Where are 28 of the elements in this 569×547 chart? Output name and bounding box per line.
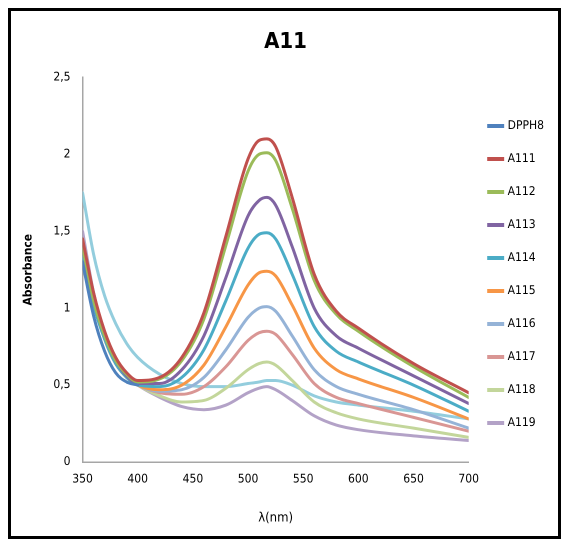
legend-label: DPPH8 xyxy=(508,118,544,132)
legend-label: A118 xyxy=(508,382,536,396)
y-axis-title: Absorbance xyxy=(20,234,34,306)
x-tick-label: 650 xyxy=(403,471,424,486)
legend-label: A113 xyxy=(508,217,536,232)
chart-title: A11 xyxy=(264,28,307,54)
y-tick-label: 2,5 xyxy=(53,70,71,84)
legend-label: A112 xyxy=(508,184,536,198)
legend-label: A115 xyxy=(508,283,536,298)
legend-label: A119 xyxy=(508,415,536,430)
x-tick-label: 700 xyxy=(458,471,480,486)
legend-label: A117 xyxy=(508,349,536,364)
chart-frame: λ(nm) Absorbance DPPH8 A111 A112 A113 A114 A115 A116 A117 A118 A119 A11 350 400 450 500 550 600 650 700 0 0,5 1 1,5 2 2,5 xyxy=(8,8,561,539)
legend-label: A114 xyxy=(508,250,536,264)
y-tick-label: 1,5 xyxy=(53,223,71,238)
x-tick-label: 400 xyxy=(127,471,148,486)
y-tick-label: 0,5 xyxy=(53,377,71,392)
y-tick-label: 1 xyxy=(64,300,71,314)
x-tick-label: 550 xyxy=(292,471,314,486)
y-tick-label: 0 xyxy=(64,454,71,468)
x-axis-title: λ(nm) xyxy=(258,510,294,526)
x-tick-label: 600 xyxy=(348,471,369,486)
x-tick-label: 350 xyxy=(72,471,93,486)
legend-label: A116 xyxy=(508,316,536,330)
x-tick-label: 500 xyxy=(238,471,258,486)
legend-label: A111 xyxy=(508,151,536,166)
x-tick-label: 450 xyxy=(182,471,204,486)
y-tick-label: 2 xyxy=(64,146,71,160)
